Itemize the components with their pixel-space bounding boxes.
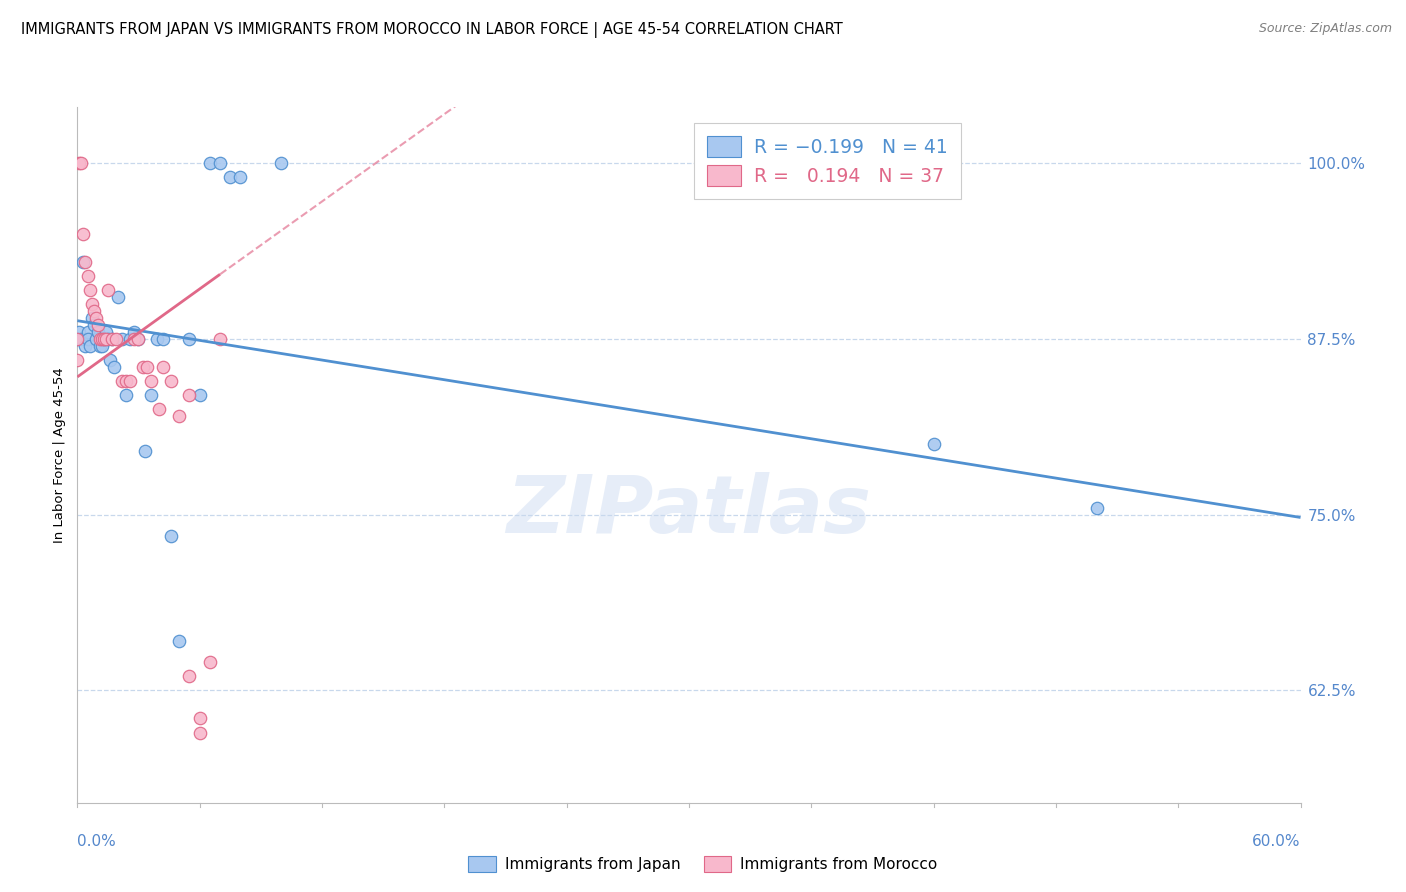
Point <box>76 325 98 339</box>
Point <box>66 332 89 346</box>
Point <box>105 332 128 346</box>
Legend: Immigrants from Japan, Immigrants from Morocco: Immigrants from Japan, Immigrants from M… <box>461 848 945 880</box>
Text: Source: ZipAtlas.com: Source: ZipAtlas.com <box>1258 22 1392 36</box>
Point <box>87 318 110 332</box>
Point <box>198 655 221 669</box>
Point <box>72 227 94 241</box>
Point <box>87 325 110 339</box>
Text: 0.0%: 0.0% <box>77 834 117 848</box>
Point <box>93 332 115 346</box>
Point <box>135 360 157 375</box>
Point <box>229 170 252 185</box>
Point <box>101 332 124 346</box>
Point <box>70 332 93 346</box>
Point <box>76 268 98 283</box>
Point <box>152 360 174 375</box>
Point <box>94 332 117 346</box>
Point <box>75 254 97 268</box>
Text: ZIPatlas: ZIPatlas <box>506 472 872 549</box>
Text: 60.0%: 60.0% <box>1253 834 1301 848</box>
Point <box>107 290 129 304</box>
Point <box>219 170 242 185</box>
Point <box>188 388 211 402</box>
Point <box>84 310 107 325</box>
Point <box>83 318 105 332</box>
Point <box>66 332 89 346</box>
Point <box>120 332 142 346</box>
Point <box>67 325 90 339</box>
Point <box>115 388 138 402</box>
Text: IMMIGRANTS FROM JAPAN VS IMMIGRANTS FROM MOROCCO IN LABOR FORCE | AGE 45-54 CORR: IMMIGRANTS FROM JAPAN VS IMMIGRANTS FROM… <box>21 22 842 38</box>
Point <box>124 332 146 346</box>
Point <box>127 332 149 346</box>
Legend: R = −0.199   N = 41, R =   0.194   N = 37: R = −0.199 N = 41, R = 0.194 N = 37 <box>695 123 960 199</box>
Point <box>79 339 101 353</box>
Point <box>179 332 201 346</box>
Point <box>83 303 105 318</box>
Point <box>120 374 142 388</box>
Point <box>146 332 169 346</box>
Point <box>67 156 90 170</box>
Point <box>80 310 103 325</box>
Point <box>72 254 94 268</box>
Point <box>152 332 174 346</box>
Point <box>80 297 103 311</box>
Point <box>160 374 183 388</box>
Point <box>66 353 89 368</box>
Point <box>188 725 211 739</box>
Point <box>97 283 120 297</box>
Point <box>97 332 120 346</box>
Point <box>98 353 121 368</box>
Point <box>148 402 170 417</box>
Point <box>139 388 162 402</box>
Point <box>111 374 134 388</box>
Point <box>179 388 201 402</box>
Point <box>127 332 149 346</box>
Point <box>208 332 231 346</box>
Point <box>115 374 138 388</box>
Point <box>134 444 156 458</box>
Point <box>188 711 211 725</box>
Point <box>101 332 124 346</box>
Point <box>79 283 101 297</box>
Point <box>169 409 191 424</box>
Point <box>84 332 107 346</box>
Point <box>90 339 112 353</box>
Point <box>103 360 125 375</box>
Point <box>124 325 146 339</box>
Point <box>89 332 111 346</box>
Point <box>1085 500 1108 515</box>
Point <box>70 156 93 170</box>
Point <box>139 374 162 388</box>
Y-axis label: In Labor Force | Age 45-54: In Labor Force | Age 45-54 <box>53 367 66 543</box>
Point <box>169 634 191 648</box>
Point <box>160 529 183 543</box>
Point <box>90 332 112 346</box>
Point <box>76 332 98 346</box>
Point <box>922 437 945 451</box>
Point <box>270 156 292 170</box>
Point <box>208 156 231 170</box>
Point <box>179 669 201 683</box>
Point <box>94 325 117 339</box>
Point <box>111 332 134 346</box>
Point <box>89 339 111 353</box>
Point <box>75 339 97 353</box>
Point <box>198 156 221 170</box>
Point <box>131 360 153 375</box>
Point <box>93 332 115 346</box>
